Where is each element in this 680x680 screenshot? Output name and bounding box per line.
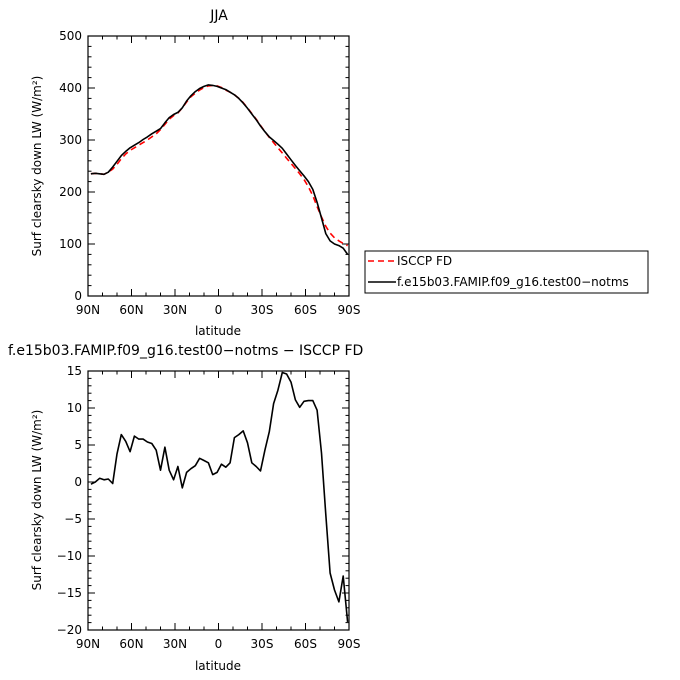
top-plot-frame [87,35,350,297]
bottom-x-tick-label: 90N [76,637,100,651]
bottom-chart-title: f.e15b03.FAMIP.f09_g16.test00−notms − IS… [8,343,363,359]
bottom-x-axis-label: latitude [195,659,241,673]
legend-box [364,250,649,294]
bottom-x-tick-label: 0 [215,637,223,651]
top-chart-title: JJA [209,8,228,24]
top-y-tick-label: 200 [59,185,82,199]
top-x-tick-label: 30S [251,303,274,317]
legend-label-model: f.e15b03.FAMIP.f09_g16.test00−notms [397,275,629,289]
bottom-x-tick-label: 60N [119,637,143,651]
bottom-y-tick-label: −5 [64,512,82,526]
top-series-group [90,84,349,255]
bottom-plot-frame [87,370,350,631]
top-x-tick-label: 30N [163,303,187,317]
top-x-tick-labels: 90N 60N 30N 0 30S 60S 90S [76,303,361,317]
legend-label-isccp: ISCCP FD [397,254,452,268]
bottom-series-group [90,371,349,622]
top-chart: JJA 0 100 200 300 400 500 90N 60N 30N 0 30S 60S 90S… [30,8,649,338]
top-y-tick-label: 0 [74,289,82,303]
top-x-tick-label: 90N [76,303,100,317]
top-x-tick-label: 90S [338,303,361,317]
bottom-y-tick-label: −10 [57,549,82,563]
bottom-y-tick-labels: −20 −15 −10 −5 0 5 10 15 [57,364,82,637]
top-series-line-1 [90,84,349,255]
bottom-y-tick-label: −20 [57,623,82,637]
bottom-x-tick-label: 90S [338,637,361,651]
top-y-tick-label: 300 [59,133,82,147]
top-y-tick-label: 100 [59,237,82,251]
bottom-y-tick-label: 10 [67,401,82,415]
bottom-y-tick-label: 15 [67,364,82,378]
bottom-x-tick-label: 30N [163,637,187,651]
top-x-axis-label: latitude [195,324,241,338]
top-series-line-0 [90,84,348,247]
top-y-tick-label: 400 [59,81,82,95]
bottom-y-tick-label: 0 [74,475,82,489]
top-x-tick-label: 60N [119,303,143,317]
bottom-x-tick-labels: 90N 60N 30N 0 30S 60S 90S [76,637,361,651]
top-x-tick-label: 0 [215,303,223,317]
top-legend: ISCCP FD f.e15b03.FAMIP.f09_g16.test00−n… [364,250,649,294]
top-y-tick-labels: 0 100 200 300 400 500 [59,29,82,303]
bottom-y-axis-label: Surf clearsky down LW (W/m²) [30,410,44,591]
top-y-tick-label: 500 [59,29,82,43]
top-y-axis-label: Surf clearsky down LW (W/m²) [30,76,44,257]
top-x-tick-label: 60S [294,303,317,317]
bottom-series-line-0 [90,371,349,622]
bottom-y-tick-label: 5 [74,438,82,452]
bottom-tick-marks [87,370,350,631]
bottom-x-tick-label: 30S [251,637,274,651]
bottom-chart: f.e15b03.FAMIP.f09_g16.test00−notms − IS… [8,343,363,673]
top-tick-marks [87,35,350,297]
bottom-y-tick-label: −15 [57,586,82,600]
bottom-x-tick-label: 60S [294,637,317,651]
